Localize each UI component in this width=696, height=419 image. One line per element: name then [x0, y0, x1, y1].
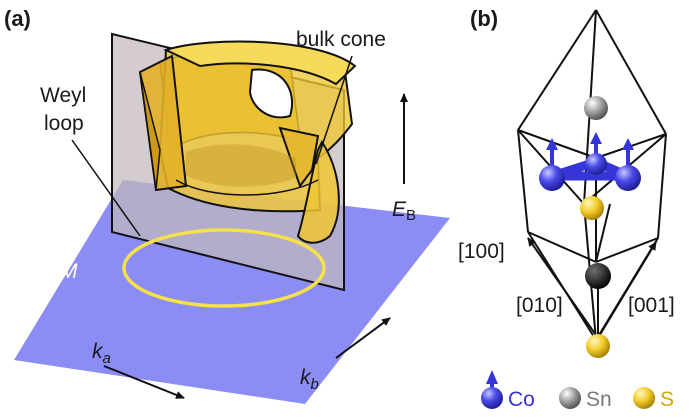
legend-co: Co — [481, 370, 535, 411]
s-atom-lower — [586, 334, 610, 358]
kb-axis-label: kb — [300, 366, 319, 393]
weyl-loop — [122, 228, 326, 308]
legend-sn: Sn — [559, 387, 612, 411]
kb-axis-arrow — [335, 317, 391, 359]
panel-a-label: (a) — [4, 6, 31, 31]
bulk-cone-label: bulk cone — [296, 28, 386, 51]
co-layer — [539, 132, 641, 191]
legend: Co Sn S — [481, 370, 674, 411]
bulk-cone — [138, 40, 357, 244]
dir-010-label: [010] — [516, 294, 563, 317]
legend-sn-label: Sn — [586, 388, 612, 411]
weyl-loop-leader — [71, 139, 141, 237]
dir-001-label: [001] — [628, 294, 675, 317]
legend-s: S — [633, 387, 674, 411]
dir-100-label: [100] — [458, 240, 505, 263]
panel-b-label: (b) — [470, 6, 498, 31]
legend-s-label: S — [660, 388, 674, 411]
sn-atom-lower — [585, 263, 611, 289]
mirror-plane-label: M — [60, 260, 78, 283]
ka-axis-arrow — [103, 365, 185, 399]
dir-100-arrow — [527, 237, 599, 339]
s-atom-upper — [580, 196, 604, 220]
weyl-loop-label-line1: Weyl — [40, 84, 86, 107]
bulk-cone-leader — [315, 55, 353, 165]
energy-axis-label: EB — [392, 198, 416, 224]
weyl-loop-label-line2: loop — [44, 112, 84, 135]
dir-001-arrow — [597, 241, 657, 339]
ka-axis-label: ka — [92, 340, 111, 367]
sn-atom-top — [584, 96, 608, 120]
legend-co-label: Co — [508, 388, 535, 411]
